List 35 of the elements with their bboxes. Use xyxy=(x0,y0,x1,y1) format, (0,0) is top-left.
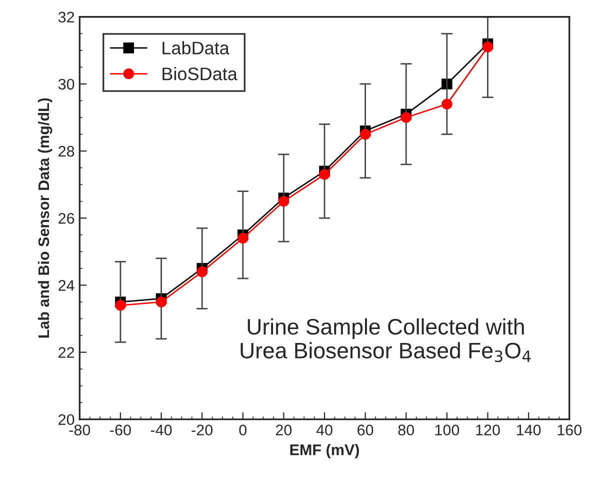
x-tick-label: 80 xyxy=(398,424,414,436)
point xyxy=(442,98,452,110)
x-tick-label: -20 xyxy=(192,424,213,436)
x-tick-label: -40 xyxy=(150,424,172,436)
point xyxy=(196,266,208,278)
point xyxy=(400,112,412,123)
point xyxy=(482,42,494,52)
legend-label: BioSData xyxy=(162,67,238,80)
x-tick-label: 20 xyxy=(276,424,292,436)
y-axis-title: Lab and Bio Sensor Data (mg/dL) xyxy=(38,98,52,338)
point xyxy=(238,232,248,244)
y-tick-label: 30 xyxy=(58,78,74,90)
y-tick-label: 26 xyxy=(58,212,74,224)
legend-label: LabData xyxy=(162,41,230,54)
x-tick-label: 120 xyxy=(476,424,500,436)
point xyxy=(115,300,126,311)
x-tick-label: 0 xyxy=(239,424,247,436)
x-tick-label: 140 xyxy=(516,424,541,436)
x-tick-label: 60 xyxy=(358,424,374,436)
point xyxy=(278,196,290,207)
point xyxy=(360,128,371,140)
y-tick-label: 20 xyxy=(58,414,74,426)
x-tick-label: -80 xyxy=(69,424,90,436)
x-axis-title: EMF (mV) xyxy=(290,444,359,458)
point xyxy=(319,169,330,180)
x-tick-label: -60 xyxy=(110,424,131,436)
y-tick-label: 32 xyxy=(58,12,74,23)
y-tick-label: 24 xyxy=(58,280,74,291)
y-tick-label: 28 xyxy=(58,146,74,157)
x-tick-label: 100 xyxy=(435,424,460,436)
point xyxy=(156,296,167,308)
x-tick-label: 40 xyxy=(316,424,332,436)
x-tick-label: 160 xyxy=(558,424,582,436)
y-tick-label: 22 xyxy=(58,347,74,358)
annotation: Urine Sample Collected with Urea Biosensor Based Fe$_{3}$O$_{4}$ xyxy=(240,318,531,362)
